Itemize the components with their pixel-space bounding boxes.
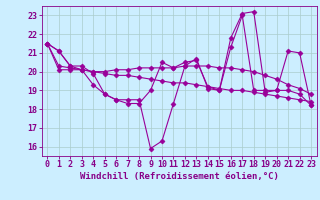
X-axis label: Windchill (Refroidissement éolien,°C): Windchill (Refroidissement éolien,°C) (80, 172, 279, 181)
